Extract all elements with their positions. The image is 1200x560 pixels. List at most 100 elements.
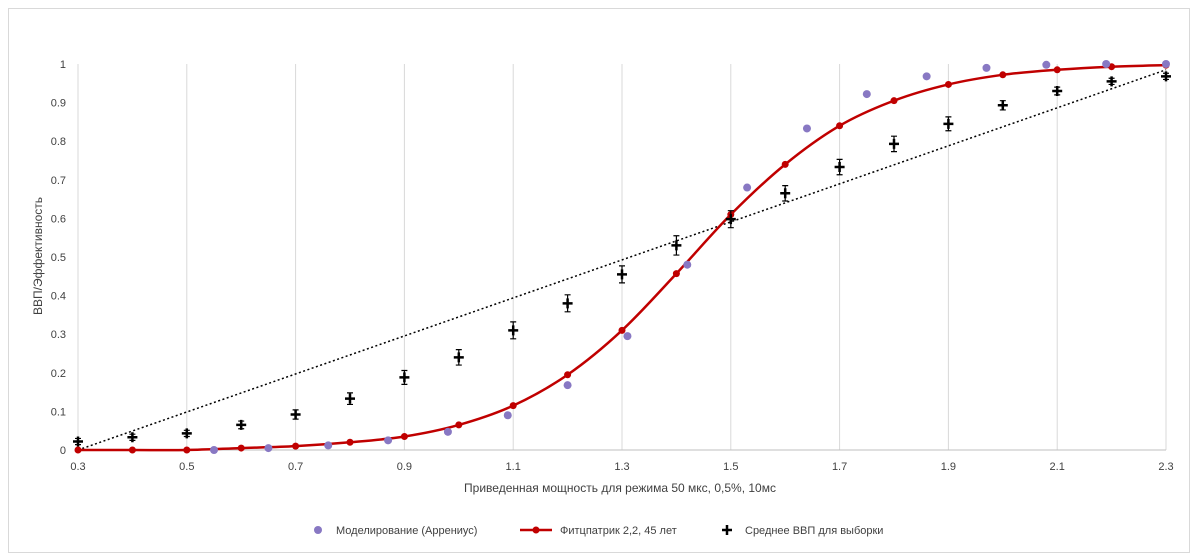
fit-point <box>237 444 245 452</box>
fit-point <box>509 402 517 410</box>
mean-point <box>617 265 627 284</box>
fit-point <box>890 97 898 105</box>
model-point <box>384 436 393 445</box>
fit-point <box>618 326 626 334</box>
y-tick-label: 0.2 <box>51 368 66 380</box>
mean-point <box>671 235 682 256</box>
mean-marker <box>181 428 192 439</box>
y-tick-label: 0.1 <box>51 406 66 418</box>
mean-point <box>508 321 519 340</box>
mean-point <box>889 135 899 153</box>
x-tick-label: 1.3 <box>614 461 629 473</box>
model-point <box>443 427 452 436</box>
x-tick-label: 0.7 <box>288 461 303 473</box>
mean-point <box>1161 71 1171 82</box>
model-point <box>802 124 811 133</box>
legend: Моделирование (Аррениус) Фитцпатрик 2,2,… <box>314 525 883 537</box>
legend-mean-label: Среднее ВВП для выборки <box>745 525 883 537</box>
mean-point <box>943 116 954 132</box>
y-tick-label: 0 <box>60 445 66 457</box>
model-point <box>264 444 273 453</box>
mean-point <box>290 409 301 420</box>
mean-marker <box>671 240 682 251</box>
fit-point <box>128 446 136 454</box>
model-point <box>982 63 991 72</box>
mean-point <box>236 419 247 430</box>
x-tick-label: 2.3 <box>1158 461 1173 473</box>
fit-point <box>564 371 572 379</box>
mean-point <box>73 436 83 447</box>
model-point <box>1042 60 1051 69</box>
mean-marker <box>236 419 247 430</box>
legend-model-marker <box>314 526 322 534</box>
legend-fit-label: Фитцпатрик 2,2, 45 лет <box>560 525 677 537</box>
x-tick-label: 1.7 <box>832 461 847 473</box>
mean-point <box>1052 86 1063 97</box>
fit-point <box>781 160 789 168</box>
model-point <box>563 381 572 390</box>
mean-marker <box>290 409 301 420</box>
mean-marker <box>453 352 464 363</box>
x-tick-label: 0.3 <box>70 461 85 473</box>
mean-point <box>453 349 464 366</box>
mean-point <box>780 184 791 202</box>
model-point <box>210 446 218 454</box>
model-point <box>1102 60 1111 68</box>
model-point <box>623 332 632 341</box>
fit-point <box>944 80 952 88</box>
y-tick-label: 0.9 <box>51 98 66 110</box>
fit-point <box>672 270 680 278</box>
fit-point <box>346 438 354 446</box>
model-point <box>862 90 871 99</box>
mean-marker <box>1161 71 1171 82</box>
model-point <box>503 411 512 420</box>
mean-marker <box>943 118 954 129</box>
mean-point <box>834 158 845 176</box>
x-tick-label: 1.1 <box>506 461 521 473</box>
mean-point <box>345 392 355 406</box>
mean-point <box>725 210 736 229</box>
x-tick-label: 2.1 <box>1050 461 1065 473</box>
x-tick-label: 0.9 <box>397 461 412 473</box>
mean-marker <box>1052 86 1063 97</box>
mean-marker <box>127 432 138 443</box>
model-points-layer <box>210 60 1170 454</box>
mean-marker <box>1106 76 1117 87</box>
mean-point <box>399 369 410 385</box>
mean-points-layer <box>73 71 1171 447</box>
x-tick-label: 1.5 <box>723 461 738 473</box>
x-tick-label: 0.5 <box>179 461 194 473</box>
fit-point <box>292 442 300 450</box>
y-tick-label: 0.4 <box>51 291 66 303</box>
y-tick-label: 0.7 <box>51 175 66 187</box>
y-tick-label: 0.3 <box>51 329 66 341</box>
fit-point <box>836 122 844 130</box>
mean-marker <box>780 188 791 199</box>
mean-marker <box>889 138 899 149</box>
grid-layer <box>77 64 1167 450</box>
y-tick-label: 0.6 <box>51 213 66 225</box>
model-point <box>683 260 692 269</box>
mean-marker <box>345 393 355 404</box>
mean-point <box>127 432 138 443</box>
legend-model-label: Моделирование (Аррениус) <box>336 525 477 537</box>
mean-point <box>562 294 573 313</box>
mean-marker <box>399 372 410 383</box>
mean-point <box>181 428 192 439</box>
y-axis-title: ВВП/Эффективность <box>31 197 45 315</box>
fit-point <box>455 421 463 429</box>
fit-curve <box>77 63 1167 452</box>
mean-marker <box>997 100 1008 111</box>
trendline-layer <box>77 69 1167 451</box>
trendline <box>77 69 1167 451</box>
x-tick-label: 1.9 <box>941 461 956 473</box>
model-point <box>1162 60 1170 68</box>
legend-fit-marker <box>532 526 540 534</box>
chart-frame <box>8 8 1190 553</box>
mean-marker <box>617 269 627 280</box>
y-tick-label: 0.8 <box>51 136 66 148</box>
fit-point <box>1053 66 1061 74</box>
mean-point <box>997 100 1008 111</box>
x-axis-title: Приведенная мощность для режима 50 мкс, … <box>464 481 776 495</box>
